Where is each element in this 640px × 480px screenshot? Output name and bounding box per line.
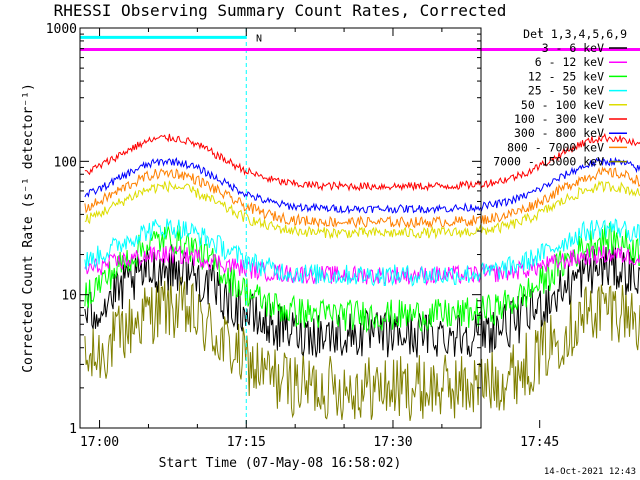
y-tick-label: 1000 xyxy=(46,22,77,37)
x-tick-label: 17:30 xyxy=(373,435,412,450)
y-tick-label: 10 xyxy=(61,289,77,304)
series-25-50-kev xyxy=(84,218,640,287)
plot-frame xyxy=(79,27,482,429)
series-100-300-kev xyxy=(84,132,640,192)
legend-entry-label: 25 - 50 keV xyxy=(528,84,604,98)
legend-entry-label: 800 - 7000 keV xyxy=(507,140,604,154)
legend-entry-label: 100 - 300 keV xyxy=(514,112,604,126)
annotation-label: N xyxy=(256,33,262,44)
legend-entry-label: 12 - 25 keV xyxy=(528,69,604,83)
series-300-800-kev xyxy=(84,156,640,215)
legend-entry-label: 7000 - 15000 keV xyxy=(493,155,604,169)
series-3-6-kev xyxy=(84,243,640,358)
series-7000-15000-kev xyxy=(84,275,640,421)
legend-entry-label: 300 - 800 keV xyxy=(514,126,604,140)
legend-header: Det 1,3,4,5,6,9 xyxy=(523,27,627,41)
x-tick-label: 17:45 xyxy=(520,435,559,450)
y-tick-label: 100 xyxy=(54,155,77,170)
series-50-100-kev xyxy=(84,179,640,240)
annotation-layer: NA0A1 xyxy=(80,28,640,428)
y-axis-label: Corrected Count Rate (s⁻¹ detector⁻¹) xyxy=(21,83,36,373)
x-axis-label: Start Time (07-May-08 16:58:02) xyxy=(159,456,402,471)
series-layer xyxy=(84,132,640,421)
legend-entry-label: 3 - 6 keV xyxy=(542,41,604,55)
series-800-7000-kev xyxy=(84,166,640,229)
x-tick-label: 17:15 xyxy=(227,435,266,450)
chart-title: RHESSI Observing Summary Count Rates, Co… xyxy=(54,1,507,20)
series-6-12-kev xyxy=(84,245,640,286)
timestamp: 14-Oct-2021 12:43 xyxy=(544,467,636,477)
y-axis: 1 10 100 1000 xyxy=(46,22,481,437)
series-12-25-kev xyxy=(84,222,640,333)
y-tick-label: 1 xyxy=(69,422,77,437)
legend-entry-label: 6 - 12 keV xyxy=(535,55,604,69)
x-tick-label: 17:00 xyxy=(80,435,119,450)
legend-entry-label: 50 - 100 keV xyxy=(521,98,604,112)
